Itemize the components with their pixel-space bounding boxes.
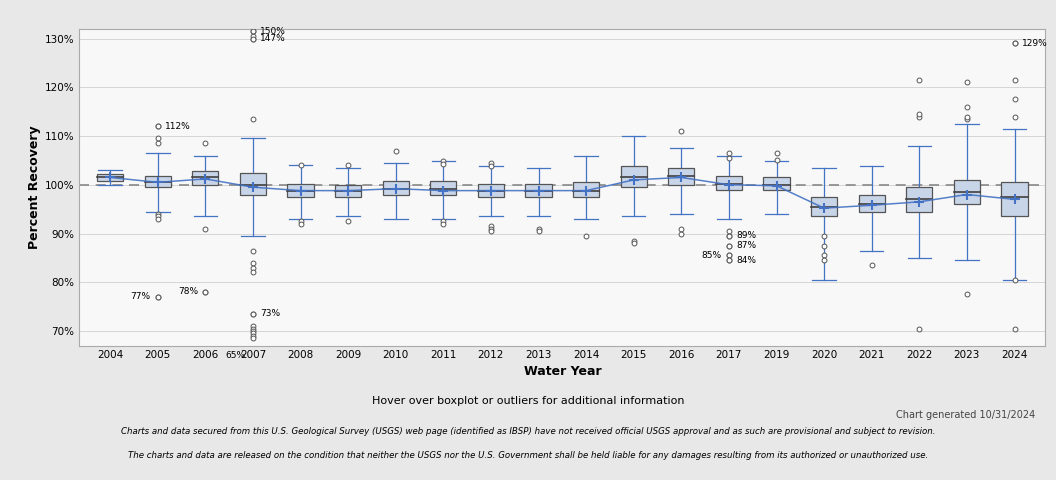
Bar [430,181,456,195]
Bar [145,176,171,187]
Bar [477,184,504,197]
Text: 87%: 87% [736,241,756,250]
Bar [97,174,124,181]
Bar [335,185,361,197]
Bar [621,166,647,187]
Text: 89%: 89% [736,231,756,240]
Bar [763,178,790,190]
Bar [526,184,551,197]
Text: Charts and data secured from this U.S. Geological Survey (USGS) web page (identi: Charts and data secured from this U.S. G… [120,427,936,436]
Text: 112%: 112% [165,122,191,131]
Text: 150%: 150% [260,27,286,36]
Text: Chart generated 10/31/2024: Chart generated 10/31/2024 [895,410,1035,420]
Bar [573,182,599,197]
Text: 77%: 77% [131,292,151,301]
Bar [192,171,219,185]
Text: 73%: 73% [260,310,280,318]
Text: 147%: 147% [260,34,286,43]
Y-axis label: Percent Recovery: Percent Recovery [27,125,40,249]
Bar [240,173,266,194]
Bar [906,187,932,212]
Bar [1001,182,1027,216]
Text: Hover over boxplot or outliers for additional information: Hover over boxplot or outliers for addit… [372,396,684,406]
Bar [382,181,409,195]
Bar [859,195,885,212]
Text: 65%: 65% [226,351,246,360]
Bar [668,168,695,185]
Text: The charts and data are released on the condition that neither the USGS nor the : The charts and data are released on the … [128,451,928,460]
Text: 85%: 85% [701,251,721,260]
X-axis label: Water Year: Water Year [524,365,601,378]
Text: 78%: 78% [178,288,199,297]
Bar [811,197,837,216]
Bar [716,176,742,190]
Bar [954,180,980,204]
Bar [287,184,314,197]
Text: 84%: 84% [736,256,756,265]
Text: 129%: 129% [1021,39,1048,48]
